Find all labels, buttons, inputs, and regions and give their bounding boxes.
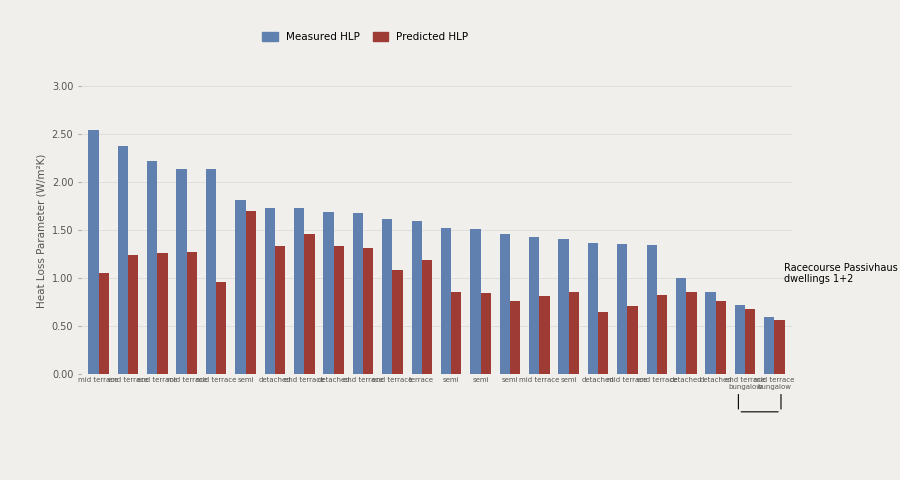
Bar — [646, 245, 657, 374]
Bar — [118, 146, 128, 374]
Bar — [235, 200, 246, 374]
Bar — [323, 212, 334, 374]
Bar — [734, 305, 745, 374]
Bar — [539, 296, 550, 374]
Bar — [216, 282, 227, 374]
Bar — [451, 292, 462, 374]
Y-axis label: Heat Loss Parameter (W/m²K): Heat Loss Parameter (W/m²K) — [36, 153, 46, 308]
Bar — [176, 169, 187, 374]
Bar — [627, 306, 638, 374]
Bar — [294, 208, 304, 374]
Bar — [304, 234, 315, 374]
Bar — [158, 253, 167, 374]
Bar — [529, 237, 539, 374]
Bar — [334, 246, 344, 374]
Bar — [481, 293, 491, 374]
Bar — [206, 169, 216, 374]
Bar — [363, 248, 374, 374]
Legend: Measured HLP, Predicted HLP: Measured HLP, Predicted HLP — [258, 28, 472, 47]
Bar — [745, 309, 755, 374]
Bar — [764, 317, 774, 374]
Bar — [128, 255, 139, 374]
Text: Racecourse Passivhaus
dwellings 1+2: Racecourse Passivhaus dwellings 1+2 — [784, 263, 897, 284]
Bar — [147, 161, 158, 374]
Bar — [392, 270, 402, 374]
Bar — [774, 320, 785, 374]
Bar — [265, 208, 274, 374]
Bar — [706, 292, 716, 374]
Bar — [657, 295, 667, 374]
Bar — [88, 130, 99, 374]
Bar — [598, 312, 608, 374]
Bar — [569, 292, 579, 374]
Bar — [676, 278, 686, 374]
Bar — [411, 221, 422, 374]
Bar — [686, 292, 697, 374]
Bar — [382, 219, 392, 374]
Bar — [353, 213, 363, 374]
Bar — [187, 252, 197, 374]
Bar — [99, 273, 109, 374]
Bar — [510, 301, 520, 374]
Bar — [441, 228, 451, 374]
Bar — [716, 301, 726, 374]
Bar — [500, 234, 510, 374]
Bar — [246, 211, 256, 374]
Bar — [588, 243, 598, 374]
Bar — [558, 239, 569, 374]
Bar — [617, 244, 627, 374]
Bar — [422, 260, 432, 374]
Bar — [274, 246, 285, 374]
Bar — [471, 229, 481, 374]
